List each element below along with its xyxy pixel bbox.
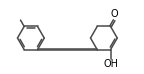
Text: OH: OH	[103, 59, 118, 69]
Text: O: O	[111, 9, 118, 19]
